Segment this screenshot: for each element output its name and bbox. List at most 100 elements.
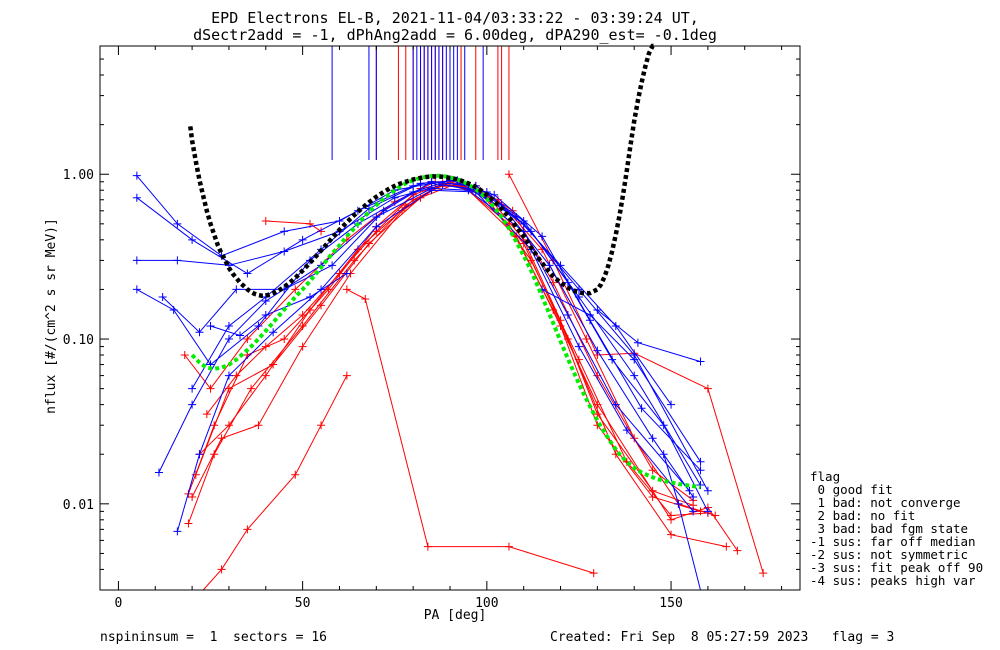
blue-data-point xyxy=(195,450,204,459)
blue-data-point xyxy=(593,346,602,355)
red-data-point xyxy=(254,421,263,430)
red-data-point xyxy=(298,342,307,351)
flag-legend-entry: -1 sus: far off median xyxy=(810,534,976,549)
blue-data-point xyxy=(224,335,233,344)
blue-data-point xyxy=(689,493,698,502)
flag-legend-entry: 2 bad: no fit xyxy=(810,508,915,523)
blue-data-point xyxy=(173,219,182,228)
red-trace-line xyxy=(346,288,594,574)
y-tick-label: 0.01 xyxy=(63,498,94,513)
red-data-point xyxy=(593,400,602,409)
blue-data-point xyxy=(427,186,436,195)
flag-legend-entry: -2 sus: not symmetric xyxy=(810,547,968,562)
flag-legend: flag 0 good fit 1 bad: not converge 2 ba… xyxy=(810,469,983,588)
red-data-point xyxy=(759,569,768,578)
blue-data-point xyxy=(195,328,204,337)
red-data-point xyxy=(217,565,226,574)
blue-data-point xyxy=(298,235,307,244)
red-data-point xyxy=(667,530,676,539)
blue-data-point xyxy=(696,457,705,466)
x-tick-label: 100 xyxy=(475,596,498,611)
blue-data-point xyxy=(224,321,233,330)
blue-data-point xyxy=(545,261,554,270)
red-data-point xyxy=(342,285,351,294)
red-data-point xyxy=(703,384,712,393)
red-data-point xyxy=(210,450,219,459)
blue-data-point xyxy=(574,342,583,351)
red-trace-line xyxy=(202,375,348,591)
flag-legend-entry: -4 sus: peaks high var xyxy=(810,573,976,588)
red-data-point xyxy=(291,285,300,294)
red-data-point xyxy=(188,493,197,502)
blue-data-point xyxy=(689,507,698,516)
red-trace-line xyxy=(187,182,727,548)
red-data-point xyxy=(317,421,326,430)
red-data-point xyxy=(582,335,591,344)
blue-data-point xyxy=(519,217,528,226)
blue-data-point xyxy=(188,384,197,393)
blue-data-point xyxy=(633,338,642,347)
blue-data-point xyxy=(232,285,241,294)
blue-data-point xyxy=(538,232,547,241)
blue-data-point xyxy=(703,486,712,495)
red-data-point xyxy=(180,351,189,360)
flag-legend-title: flag xyxy=(810,469,840,484)
blue-data-point xyxy=(696,481,705,490)
blue-data-point xyxy=(490,190,499,199)
x-axis-label: PA [deg] xyxy=(424,608,487,623)
red-data-point xyxy=(667,515,676,524)
blue-trace-line xyxy=(191,179,694,498)
red-data-point xyxy=(224,421,233,430)
blue-trace-line xyxy=(176,189,694,532)
footer-sectors-info: nspininsum = 1 sectors = 16 xyxy=(100,630,327,645)
flag-legend-entry: 0 good fit xyxy=(810,482,893,497)
x-tick-label: 150 xyxy=(659,596,682,611)
red-data-point xyxy=(202,410,211,419)
blue-data-point xyxy=(416,179,425,188)
blue-data-point xyxy=(335,217,344,226)
red-data-point xyxy=(324,285,333,294)
footer-created-info: Created: Fri Sep 8 05:27:59 2023 flag = … xyxy=(550,630,894,645)
blue-data-point xyxy=(261,310,270,319)
red-data-point xyxy=(184,519,193,528)
blue-data-point xyxy=(243,269,252,278)
red-data-point xyxy=(243,525,252,534)
red-data-point xyxy=(342,371,351,380)
blue-data-point xyxy=(637,404,646,413)
red-data-point xyxy=(210,421,219,430)
y-tick-label: 0.10 xyxy=(63,333,94,348)
blue-data-point xyxy=(586,310,594,319)
red-data-point xyxy=(504,542,513,551)
blue-data-point xyxy=(328,261,337,270)
vertical-markers xyxy=(331,46,510,160)
red-data-point xyxy=(630,434,639,443)
red-data-point xyxy=(280,335,289,344)
blue-trace-line xyxy=(136,184,701,486)
blue-data-point xyxy=(630,371,639,380)
blue-data-point xyxy=(611,400,620,409)
red-data-point xyxy=(269,360,278,369)
blue-data-point xyxy=(342,269,351,278)
red-data-point xyxy=(733,546,742,555)
blue-data-point xyxy=(696,466,705,475)
black-fit-curve xyxy=(188,43,657,299)
y-tick-label: 1.00 xyxy=(63,168,94,183)
blue-trace-line xyxy=(158,187,690,492)
red-data-point xyxy=(291,470,300,479)
blue-data-point xyxy=(611,321,620,330)
red-traces xyxy=(180,170,768,591)
blue-data-point xyxy=(563,310,572,319)
blue-data-point xyxy=(132,193,141,202)
flag-legend-entry: 3 bad: bad fgm state xyxy=(810,521,968,536)
red-data-point xyxy=(206,384,215,393)
blue-data-point xyxy=(409,188,418,197)
y-axis-label: nflux [#/(cm^2 s sr MeV)] xyxy=(44,218,59,414)
blue-data-point xyxy=(269,328,278,337)
blue-data-point xyxy=(630,355,639,364)
blue-data-point xyxy=(173,527,182,536)
blue-data-point xyxy=(236,331,244,340)
blue-data-point xyxy=(659,421,668,430)
red-trace-line xyxy=(206,181,694,506)
blue-trace-line xyxy=(541,288,701,463)
blue-data-point xyxy=(154,468,163,477)
